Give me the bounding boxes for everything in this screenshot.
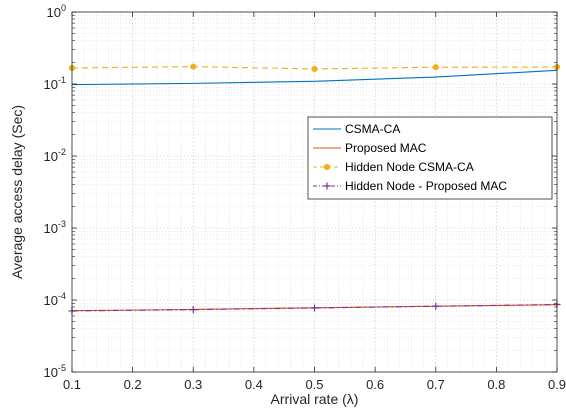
- y-tick-label: 10-3: [44, 219, 66, 236]
- y-tick-label: 10-2: [44, 147, 66, 164]
- x-tick-label: 0.7: [427, 377, 445, 392]
- series-csma-ca: [71, 69, 558, 86]
- legend-entry-csma-ca-label: CSMA-CA: [345, 122, 400, 136]
- legend-entry-hidden-node-proposed-mac: Hidden Node - Proposed MAC: [313, 179, 507, 193]
- axis-ticks: [71, 11, 558, 373]
- x-tick-label: 0.3: [184, 377, 202, 392]
- x-tick-labels: 0.1 0.2 0.3 0.4 0.5 0.6 0.7 0.8 0.9: [63, 377, 566, 392]
- series-hidden-node-proposed-mac-marker: [311, 304, 318, 312]
- y-axis-title: Average access delay (Sec): [9, 105, 25, 279]
- x-tick-label: 0.6: [366, 377, 384, 392]
- y-tick-labels: 10-5 10-4 10-3 10-2 10-1 100: [44, 3, 66, 380]
- series-hidden-node-csma-ca: [68, 63, 561, 73]
- x-tick-label: 0.1: [63, 377, 81, 392]
- x-tick-label: 0.5: [305, 377, 323, 392]
- series-hidden-node-csma-ca-marker: [432, 64, 439, 71]
- legend: CSMA-CA Proposed MAC Hidden Node CSMA-CA Hi…: [307, 116, 553, 200]
- legend-entry-proposed-mac-label: Proposed MAC: [345, 141, 427, 155]
- x-tick-label: 0.2: [124, 377, 142, 392]
- legend-entry-hidden-node-csma-ca-marker: [323, 163, 331, 171]
- series-hidden-node-csma-ca-marker: [190, 63, 197, 70]
- x-axis-title: Arrival rate (λ): [271, 391, 359, 407]
- y-tick-label: 10-4: [44, 291, 66, 308]
- legend-entry-hidden-node-csma-ca: Hidden Node CSMA-CA: [313, 160, 474, 174]
- y-tick-label: 10-5: [44, 363, 66, 380]
- series-csma-ca-line: [71, 69, 558, 86]
- legend-entry-csma-ca: CSMA-CA: [313, 122, 400, 136]
- x-tick-label: 0.8: [487, 377, 505, 392]
- legend-box: [307, 116, 553, 200]
- legend-entry-hidden-node-proposed-mac-marker: [323, 182, 331, 190]
- x-tick-label: 0.4: [245, 377, 263, 392]
- y-tick-label: 10-1: [44, 75, 66, 92]
- legend-entry-hidden-node-proposed-mac-label: Hidden Node - Proposed MAC: [345, 179, 507, 193]
- legend-entry-hidden-node-csma-ca-label: Hidden Node CSMA-CA: [345, 160, 474, 174]
- series-hidden-node-csma-ca-marker: [311, 65, 318, 73]
- x-tick-label: 0.9: [548, 377, 566, 392]
- series-hidden-node-proposed-mac-marker: [432, 302, 440, 310]
- series-hidden-node-proposed-mac-marker: [189, 306, 197, 314]
- y-tick-label: 100: [47, 3, 66, 20]
- legend-entry-proposed-mac: Proposed MAC: [313, 141, 427, 155]
